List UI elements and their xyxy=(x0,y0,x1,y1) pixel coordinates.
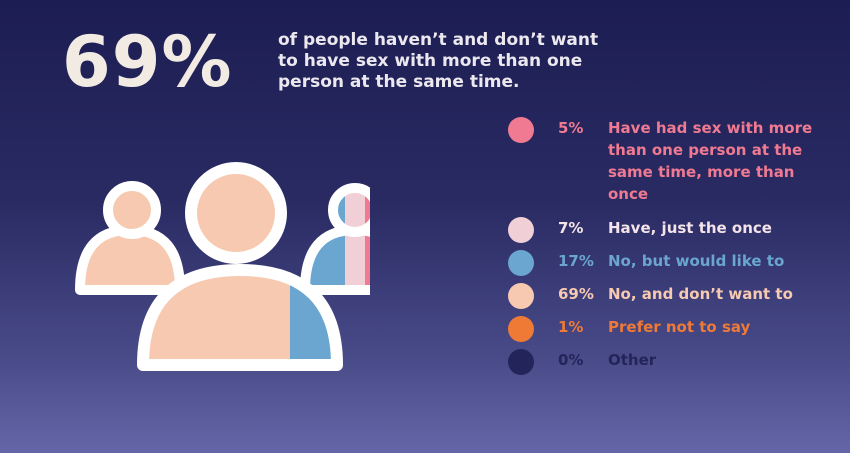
legend-row: 7% Have, just the once xyxy=(508,216,828,249)
legend-row: 5% Have had sex with more than one perso… xyxy=(508,116,828,216)
legend-percent: 1% xyxy=(558,318,584,336)
legend-label: Have, just the once xyxy=(608,219,772,237)
legend-percent: 17% xyxy=(558,252,594,270)
headline-text: of people haven’t and don’t want to have… xyxy=(278,30,599,92)
legend: 5% Have had sex with more than one perso… xyxy=(508,116,828,381)
legend-row: 17% No, but would like to xyxy=(508,249,828,282)
legend-dot xyxy=(508,117,534,143)
headline-stat: 69% xyxy=(62,21,233,103)
legend-dot xyxy=(508,316,534,342)
legend-label: No, but would like to xyxy=(608,252,785,270)
legend-dot xyxy=(508,349,534,375)
left-person-figure xyxy=(75,181,185,295)
legend-percent: 5% xyxy=(558,119,584,137)
legend-label: Have had sex with more than one person a… xyxy=(608,119,813,203)
legend-dot xyxy=(508,250,534,276)
people-illustration xyxy=(75,162,370,371)
legend-row: 0% Other xyxy=(508,348,828,381)
legend-percent: 7% xyxy=(558,219,584,237)
legend-row: 1% Prefer not to say xyxy=(508,315,828,348)
legend-dot xyxy=(508,283,534,309)
legend-dot xyxy=(508,217,534,243)
legend-row: 69% No, and don’t want to xyxy=(508,282,828,315)
legend-label: Other xyxy=(608,351,657,369)
legend-percent: 0% xyxy=(558,351,584,369)
legend-label: No, and don’t want to xyxy=(608,285,793,303)
right-person-figure xyxy=(300,183,370,295)
legend-percent: 69% xyxy=(558,285,594,303)
legend-label: Prefer not to say xyxy=(608,318,751,336)
